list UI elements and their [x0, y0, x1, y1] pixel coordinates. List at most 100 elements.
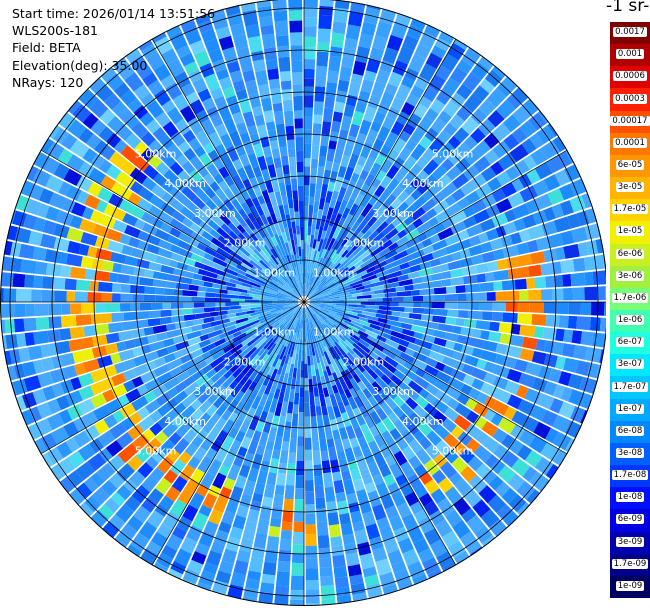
ray-bin — [461, 116, 480, 135]
colorbar-tick-label: 3e-08 — [615, 448, 645, 458]
ray-bin — [213, 173, 224, 185]
ray-bin — [330, 346, 341, 360]
ray-bin — [309, 295, 318, 300]
ray-bin — [54, 290, 67, 302]
ray-bin — [193, 446, 207, 461]
range-ring-label: 4.00km — [164, 415, 206, 428]
ray-bin — [499, 333, 511, 345]
ray-bin — [407, 342, 420, 352]
ray-bin — [214, 306, 230, 312]
ray-bin — [321, 248, 327, 259]
ray-bin — [519, 290, 529, 301]
ray-bin — [375, 279, 388, 287]
ray-bin — [245, 319, 260, 328]
ray-bin — [305, 322, 308, 333]
ray-bin — [212, 472, 227, 489]
ray-bin — [327, 314, 335, 320]
ray-bin — [410, 206, 426, 221]
ray-bin — [409, 264, 422, 273]
ray-bin — [203, 316, 215, 324]
ray-bin — [356, 414, 366, 426]
ray-bin — [293, 199, 299, 212]
ray-bin — [264, 289, 277, 295]
ray-bin — [577, 242, 589, 257]
ray-bin — [460, 181, 476, 196]
ray-bin — [396, 46, 414, 65]
ray-bin — [260, 214, 269, 225]
ray-bin — [404, 204, 417, 217]
ray-bin — [254, 404, 264, 418]
ray-bin — [341, 226, 352, 240]
ray-bin — [198, 400, 212, 414]
range-ring-label: 1.00km — [254, 326, 296, 339]
ray-bin — [263, 308, 276, 313]
ray-bin — [308, 272, 314, 284]
ray-bin — [119, 108, 134, 124]
ray-bin — [327, 405, 336, 421]
ray-bin — [519, 324, 536, 337]
ray-bin — [261, 33, 276, 49]
ray-bin — [40, 343, 58, 358]
ray-bin — [204, 38, 220, 53]
ray-bin — [559, 183, 575, 201]
ray-bin — [350, 320, 364, 328]
ray-bin — [356, 132, 367, 145]
ray-bin — [309, 321, 315, 335]
ray-bin — [584, 286, 598, 301]
ray-bin — [507, 473, 525, 491]
azimuth-spoke — [151, 301, 305, 566]
ray-bin — [328, 374, 336, 387]
ray-bin — [201, 230, 214, 242]
ray-bin — [379, 525, 394, 541]
ray-bin — [284, 302, 298, 304]
ray-bin — [403, 296, 413, 302]
ray-bin — [264, 333, 275, 344]
ray-bin — [239, 252, 252, 263]
ray-bin — [98, 126, 114, 142]
ray-bin — [320, 230, 327, 240]
ray-bin — [375, 481, 390, 498]
ray-bin — [277, 290, 291, 297]
ray-bin — [389, 346, 402, 357]
ray-bin — [155, 477, 172, 495]
ray-bin — [300, 319, 303, 329]
ray-bin — [329, 311, 343, 319]
ray-bin — [146, 100, 164, 119]
ray-bin — [271, 236, 279, 246]
ray-bin — [414, 375, 430, 390]
ray-bin — [318, 305, 332, 311]
ray-bin — [405, 246, 417, 255]
ray-bin — [284, 273, 294, 286]
ray-bin — [153, 172, 167, 187]
ray-bin — [360, 79, 374, 93]
ray-bin — [410, 249, 425, 260]
ray-bin — [376, 356, 390, 368]
ray-bin — [246, 310, 255, 315]
ray-bin — [191, 369, 205, 381]
ray-bin — [337, 79, 350, 93]
ray-bin — [315, 178, 323, 190]
ray-bin — [259, 410, 269, 423]
range-ring-label: 2.00km — [224, 237, 266, 250]
ray-bin — [580, 393, 594, 410]
ray-bin — [342, 239, 353, 251]
ray-bin — [306, 271, 309, 283]
ray-bin — [310, 302, 325, 304]
ray-bin — [484, 454, 499, 469]
ray-bin — [306, 307, 311, 318]
ray-bin — [372, 35, 388, 51]
ray-bin — [557, 151, 572, 168]
ray-bin — [349, 230, 359, 242]
ray-bin — [314, 475, 324, 487]
ray-bin — [105, 440, 123, 457]
ray-bin — [312, 135, 321, 146]
ray-bin — [305, 568, 319, 581]
ray-bin — [184, 28, 202, 45]
ray-bin — [146, 52, 165, 71]
ray-bin — [314, 349, 321, 364]
ray-bin — [367, 297, 383, 302]
ray-bin — [155, 255, 171, 266]
ray-bin — [110, 491, 126, 507]
ray-bin — [288, 304, 299, 309]
ray-bin — [155, 111, 171, 128]
